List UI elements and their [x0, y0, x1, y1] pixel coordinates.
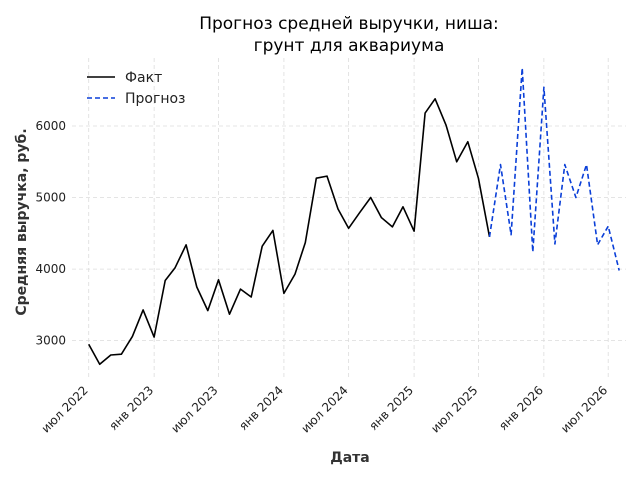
x-tick-label: янв 2025: [366, 383, 416, 433]
legend: Факт Прогноз: [87, 70, 186, 107]
x-tick-label: июл 2022: [39, 383, 91, 435]
y-tick-label: 4000: [35, 262, 66, 276]
chart-title-line-2: грунт для аквариума: [254, 36, 445, 56]
tick-labels: 3000 4000 5000 6000 июл 2022 янв 2023 июл 2023…: [35, 119, 610, 436]
x-tick-label: янв 2026: [496, 383, 546, 433]
y-tick-label: 6000: [35, 119, 66, 133]
x-tick-label: янв 2023: [106, 383, 156, 433]
chart-title-line-1: Прогноз средней выручки, ниша:: [199, 14, 499, 34]
x-tick-label: июл 2025: [428, 383, 480, 435]
x-tick-label: янв 2024: [236, 383, 286, 433]
series-line-fact: [87, 98, 491, 366]
legend-label-forecast: Прогноз: [125, 91, 186, 107]
y-axis-label: Средняя выручка, руб.: [14, 128, 30, 315]
grid-lines: [72, 58, 626, 380]
x-axis-label: Дата: [330, 450, 369, 466]
y-tick-label: 3000: [35, 334, 66, 348]
legend-label-fact: Факт: [125, 70, 162, 86]
x-tick-label: июл 2024: [298, 383, 350, 435]
y-tick-label: 5000: [35, 191, 66, 205]
series-line-forecast: [488, 67, 620, 271]
x-tick-label: июл 2026: [558, 383, 610, 435]
series-lines: [87, 67, 620, 366]
x-tick-label: июл 2023: [168, 383, 220, 435]
